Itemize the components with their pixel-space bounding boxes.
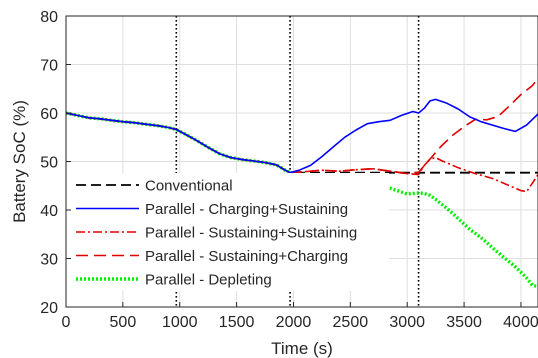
x-tick-label-4: 2000: [276, 314, 312, 331]
x-tick-label-0: 0: [62, 314, 71, 331]
y-tick-label-5: 70: [40, 58, 58, 75]
legend-label-1: Parallel - Charging+Sustaining: [145, 201, 348, 218]
y-tick-label-3: 50: [40, 155, 58, 172]
x-tick-label-1: 500: [110, 314, 137, 331]
legend-label-2: Parallel - Sustaining+Sustaining: [145, 225, 357, 242]
x-tick-label-3: 1500: [219, 314, 255, 331]
y-tick-label-4: 60: [40, 106, 58, 123]
legend-label-3: Parallel - Sustaining+Charging: [145, 248, 348, 265]
x-tick-label-2: 1000: [162, 314, 198, 331]
x-tick-label-5: 2500: [333, 314, 369, 331]
x-axis-label: Time (s): [271, 339, 333, 358]
y-axis-label: Battery SoC (%): [10, 100, 29, 223]
y-tick-label-0: 20: [40, 300, 58, 317]
y-tick-label-2: 40: [40, 203, 58, 220]
series-lines: [65, 77, 538, 289]
axis-ticks: 0 500 1000 1500 2000 2500 3000 3500 4000 20 30 40 50…: [40, 9, 538, 331]
y-tick-label-6: 80: [40, 9, 58, 26]
x-tick-label-6: 3000: [389, 314, 425, 331]
series-line-1: [65, 98, 538, 174]
vertical-markers: [175, 16, 420, 307]
x-tick-label-8: 4000: [503, 314, 538, 331]
x-tick-label-7: 3500: [446, 314, 482, 331]
y-tick-label-1: 30: [40, 252, 58, 269]
legend-label-4: Parallel - Depleting: [145, 272, 272, 289]
legend-label-0: Conventional: [145, 178, 233, 195]
legend: Conventional Parallel - Charging+Sustaini…: [71, 173, 389, 291]
